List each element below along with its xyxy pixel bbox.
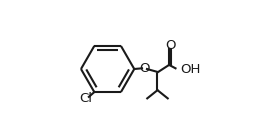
Text: Cl: Cl bbox=[80, 92, 93, 105]
Text: O: O bbox=[165, 39, 175, 52]
Text: OH: OH bbox=[180, 63, 200, 75]
Text: O: O bbox=[139, 62, 150, 75]
